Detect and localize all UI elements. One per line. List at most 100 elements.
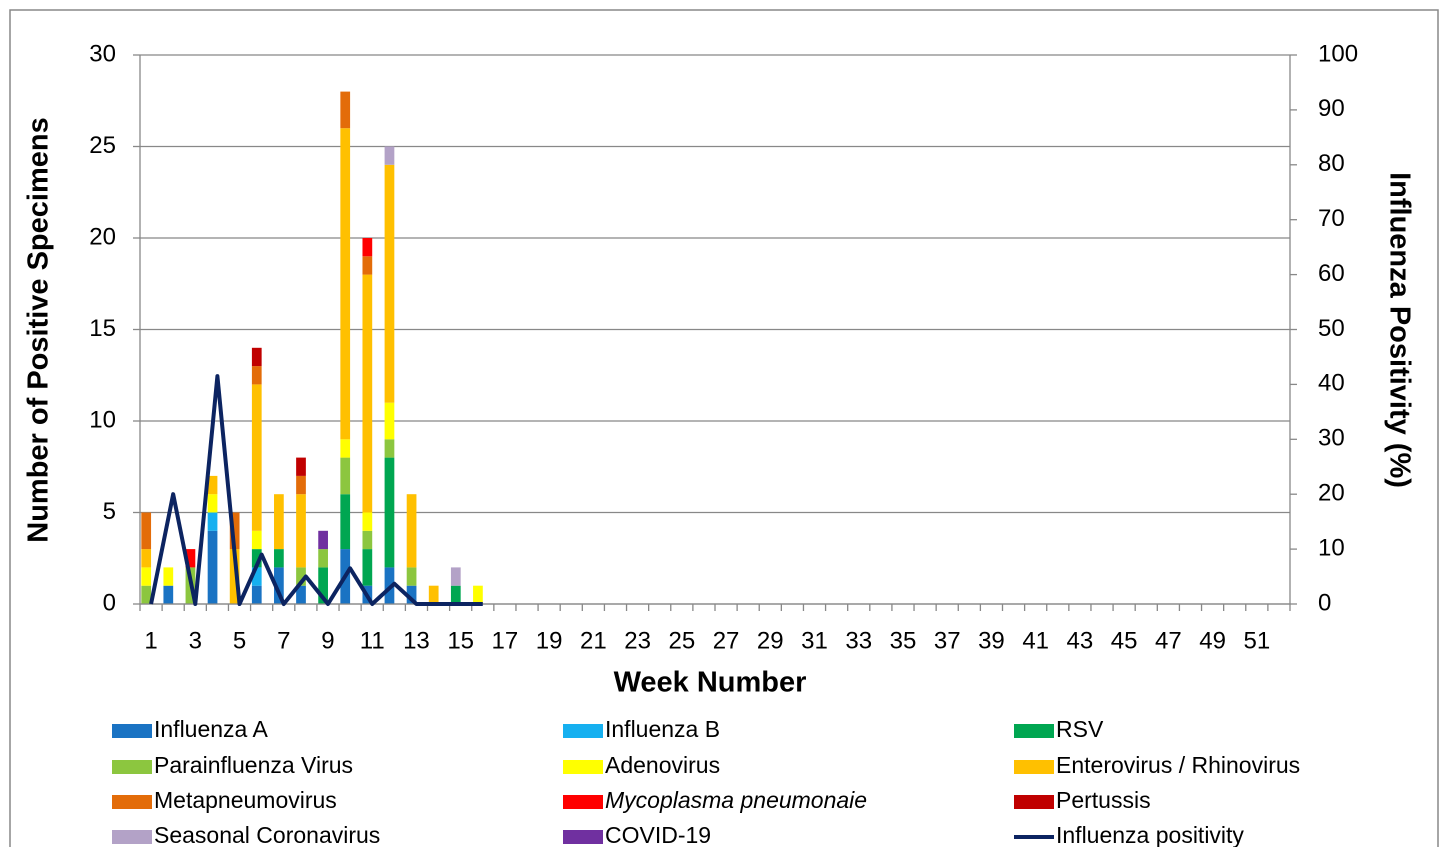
bar-segment [406,567,417,586]
bar-segment [450,585,461,604]
x-tick-label: 27 [713,627,740,654]
y2-tick-label: 20 [1318,480,1345,507]
legend-swatch [1014,795,1054,809]
y2-tick-label: 40 [1318,370,1345,397]
legend-swatch [112,724,152,738]
legend-label: RSV [1056,716,1104,742]
x-tick-label: 41 [1022,627,1049,654]
legend-swatch [563,830,603,844]
legend-swatch [563,795,603,809]
legend-label: Mycoplasma pneumonaie [605,787,867,813]
chart-border [9,9,1439,852]
bar-segment [318,530,328,550]
bar-segment [450,567,461,586]
bar-segment [406,585,417,604]
legend-label: Seasonal Coronavirus [154,822,380,847]
legend-swatch [1014,760,1054,774]
x-tick-label: 39 [978,627,1005,654]
x-tick-label: 3 [189,627,202,654]
bar-segment [163,567,174,586]
bar-segment [362,256,373,275]
x-tick-label: 23 [624,627,651,654]
legend-label: Enterovirus / Rhinovirus [1056,752,1300,778]
bar-segment [318,549,328,568]
legend-swatch [1014,724,1054,738]
bar-segment [473,585,483,604]
bar-segment [185,549,196,568]
bar-segment [207,475,218,495]
x-tick-label: 21 [580,627,607,654]
x-tick-label: 19 [536,627,563,654]
y2-tick-label: 80 [1318,150,1345,177]
bar-segment [251,567,262,586]
x-tick-label: 7 [277,627,290,654]
legend-label: Pertussis [1056,787,1151,813]
bar-segment [274,549,284,568]
legend-label: Influenza B [605,716,720,742]
x-axis-title: Week Number [614,667,807,699]
bar-segment [340,494,351,550]
bar-segment [141,585,152,604]
bar-segment [251,530,262,550]
y2-tick-label: 50 [1318,315,1345,342]
bar-segment [251,384,262,531]
bar-segment [251,347,262,367]
bar-segment [340,128,351,440]
bar-segment [296,585,306,604]
bar-segment [207,512,218,531]
x-tick-label: 29 [757,627,784,654]
legend-label: Parainfluenza Virus [154,752,353,778]
bar-segment [229,512,240,550]
legend-label: Adenovirus [605,752,720,778]
bar-segment [340,439,351,458]
y2-tick-label: 30 [1318,425,1345,452]
x-tick-label: 9 [321,627,334,654]
bar-segment [362,274,373,513]
bar-segment [296,457,306,476]
y2-tick-label: 60 [1318,260,1345,287]
y2-tick-label: 100 [1318,40,1358,67]
bar-segment [362,238,373,257]
legend-swatch [563,724,603,738]
y-tick-label: 30 [89,40,116,67]
bar-segment [340,457,351,495]
bar-segment [406,494,417,568]
y-tick-label: 10 [89,406,116,433]
bar-segment [251,585,262,604]
x-tick-label: 35 [890,627,917,654]
y-tick-label: 20 [89,223,116,250]
x-tick-label: 51 [1243,627,1270,654]
x-tick-label: 1 [144,627,157,654]
legend-label: COVID-19 [605,822,711,847]
bar-segment [141,512,152,550]
bar-segment [274,567,284,604]
legend-label: Influenza positivity [1056,822,1244,847]
x-tick-label: 33 [845,627,872,654]
bar-segment [318,567,328,604]
x-tick-label: 37 [934,627,961,654]
y-tick-label: 25 [89,132,116,159]
legend-swatch [112,795,152,809]
bar-segment [340,91,351,129]
bar-segment [141,549,152,568]
legend-label: Influenza A [154,716,268,742]
x-tick-label: 11 [360,627,385,654]
x-tick-label: 15 [447,627,474,654]
x-tick-label: 5 [233,627,246,654]
bar-segment [296,475,306,495]
legend-swatch [112,760,152,774]
y2-axis-title: Influenza Positivity (%) [1383,172,1415,488]
bar-segment [428,585,439,604]
bar-segment [251,366,262,385]
bar-segment [384,457,395,568]
y-tick-label: 5 [103,498,116,525]
x-tick-label: 25 [668,627,695,654]
y-tick-label: 15 [89,315,116,342]
bar-segment [362,512,373,531]
x-tick-label: 17 [492,627,519,654]
bar-segment [296,494,306,568]
bar-segment [296,567,306,586]
legend-swatch [563,760,603,774]
positivity-line [149,374,483,606]
